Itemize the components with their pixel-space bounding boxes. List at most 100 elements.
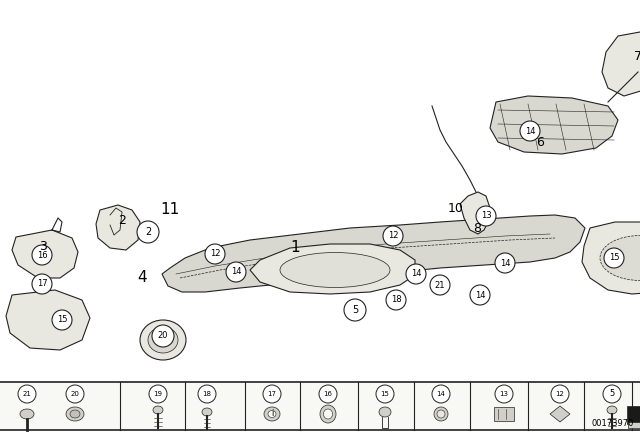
- Bar: [627, 406, 640, 424]
- Polygon shape: [12, 230, 78, 278]
- Polygon shape: [582, 222, 640, 294]
- Text: 18: 18: [390, 296, 401, 305]
- Text: 5: 5: [352, 305, 358, 315]
- Text: 2: 2: [145, 227, 151, 237]
- Polygon shape: [460, 192, 490, 234]
- Circle shape: [432, 385, 450, 403]
- Circle shape: [495, 253, 515, 273]
- Ellipse shape: [157, 335, 169, 345]
- Circle shape: [263, 385, 281, 403]
- Circle shape: [149, 385, 167, 403]
- Circle shape: [226, 262, 246, 282]
- Text: 7: 7: [634, 49, 640, 63]
- Circle shape: [520, 121, 540, 141]
- Ellipse shape: [434, 407, 448, 421]
- Circle shape: [476, 206, 496, 226]
- Circle shape: [137, 221, 159, 243]
- Text: 14: 14: [525, 126, 535, 135]
- Text: 6: 6: [536, 137, 544, 150]
- Text: 14: 14: [500, 258, 510, 267]
- Text: 3: 3: [39, 241, 47, 254]
- Ellipse shape: [202, 408, 212, 416]
- Text: 13: 13: [499, 391, 509, 397]
- Bar: [0, 382, 640, 430]
- Polygon shape: [250, 244, 415, 294]
- Bar: [628, 422, 640, 428]
- Ellipse shape: [268, 410, 276, 418]
- Ellipse shape: [280, 253, 390, 288]
- Text: 4: 4: [137, 271, 147, 285]
- Text: i: i: [271, 409, 273, 418]
- Circle shape: [604, 248, 624, 268]
- Circle shape: [66, 385, 84, 403]
- Text: 18: 18: [202, 391, 211, 397]
- Ellipse shape: [20, 409, 34, 419]
- Text: 17: 17: [36, 280, 47, 289]
- Polygon shape: [162, 215, 585, 292]
- Text: 2: 2: [118, 214, 126, 227]
- Circle shape: [32, 274, 52, 294]
- Ellipse shape: [607, 406, 617, 414]
- Ellipse shape: [379, 407, 391, 417]
- Text: 14: 14: [436, 391, 445, 397]
- Polygon shape: [550, 406, 570, 422]
- Bar: [494, 407, 514, 421]
- Ellipse shape: [600, 236, 640, 280]
- Circle shape: [551, 385, 569, 403]
- Circle shape: [205, 244, 225, 264]
- Circle shape: [383, 226, 403, 246]
- Polygon shape: [602, 32, 640, 96]
- Text: 13: 13: [481, 211, 492, 220]
- Circle shape: [52, 310, 72, 330]
- Text: 12: 12: [388, 232, 398, 241]
- Ellipse shape: [323, 409, 333, 419]
- Text: 21: 21: [22, 391, 31, 397]
- Text: 12: 12: [556, 391, 564, 397]
- Text: 1: 1: [290, 241, 300, 255]
- Circle shape: [386, 290, 406, 310]
- Ellipse shape: [320, 405, 336, 423]
- Polygon shape: [96, 205, 140, 250]
- Ellipse shape: [153, 406, 163, 414]
- Text: 14: 14: [475, 290, 485, 300]
- Circle shape: [152, 325, 174, 347]
- Circle shape: [495, 385, 513, 403]
- Text: 15: 15: [381, 391, 389, 397]
- Ellipse shape: [437, 410, 445, 418]
- Ellipse shape: [70, 410, 80, 418]
- Text: 16: 16: [323, 391, 333, 397]
- Text: 14: 14: [411, 270, 421, 279]
- Polygon shape: [490, 96, 618, 154]
- Circle shape: [32, 245, 52, 265]
- Circle shape: [319, 385, 337, 403]
- Text: 10: 10: [448, 202, 464, 215]
- Text: 20: 20: [157, 332, 168, 340]
- Text: 17: 17: [268, 391, 276, 397]
- Circle shape: [406, 264, 426, 284]
- Text: 15: 15: [57, 315, 67, 324]
- Text: 16: 16: [36, 250, 47, 259]
- Circle shape: [344, 299, 366, 321]
- Text: 14: 14: [231, 267, 241, 276]
- Ellipse shape: [148, 327, 178, 353]
- Circle shape: [376, 385, 394, 403]
- Ellipse shape: [140, 320, 186, 360]
- Ellipse shape: [66, 407, 84, 421]
- Bar: [0, 0, 640, 382]
- Polygon shape: [6, 290, 90, 350]
- Text: 00173970: 00173970: [591, 419, 634, 428]
- Circle shape: [18, 385, 36, 403]
- Circle shape: [198, 385, 216, 403]
- Circle shape: [603, 385, 621, 403]
- Text: 5: 5: [609, 389, 614, 399]
- Text: 20: 20: [70, 391, 79, 397]
- Text: 8: 8: [473, 221, 481, 234]
- Text: 15: 15: [609, 254, 620, 263]
- Ellipse shape: [264, 407, 280, 421]
- Circle shape: [470, 285, 490, 305]
- Text: 12: 12: [210, 250, 220, 258]
- Text: 21: 21: [435, 280, 445, 289]
- Circle shape: [430, 275, 450, 295]
- Text: 11: 11: [161, 202, 180, 217]
- Text: 19: 19: [154, 391, 163, 397]
